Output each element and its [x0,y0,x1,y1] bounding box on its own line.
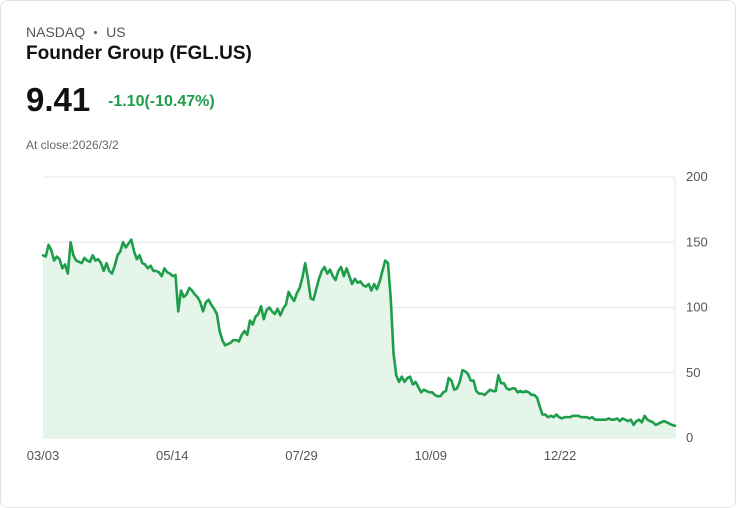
x-tick-label: 03/03 [27,448,60,463]
y-tick-label: 200 [686,169,708,184]
y-tick-label: 50 [686,365,700,380]
x-tick-label: 05/14 [156,448,189,463]
country-code: US [106,24,126,40]
x-tick-label: 10/09 [414,448,447,463]
price-change: -1.10(-10.47%) [108,93,215,110]
y-tick-label: 150 [686,234,708,249]
exchange-line: NASDAQ US [26,24,126,40]
price-area [43,239,675,438]
x-tick-label: 12/22 [544,448,577,463]
close-date: At close:2026/3/2 [26,138,119,152]
y-tick-label: 100 [686,300,708,315]
price-line [41,238,677,428]
current-price: 9.41 [26,81,91,118]
x-tick-label: 07/29 [285,448,318,463]
separator-dot [94,30,98,34]
stock-title: Founder Group (FGL.US) [26,43,252,64]
exchange-name: NASDAQ [26,24,86,40]
y-tick-label: 0 [686,430,693,445]
